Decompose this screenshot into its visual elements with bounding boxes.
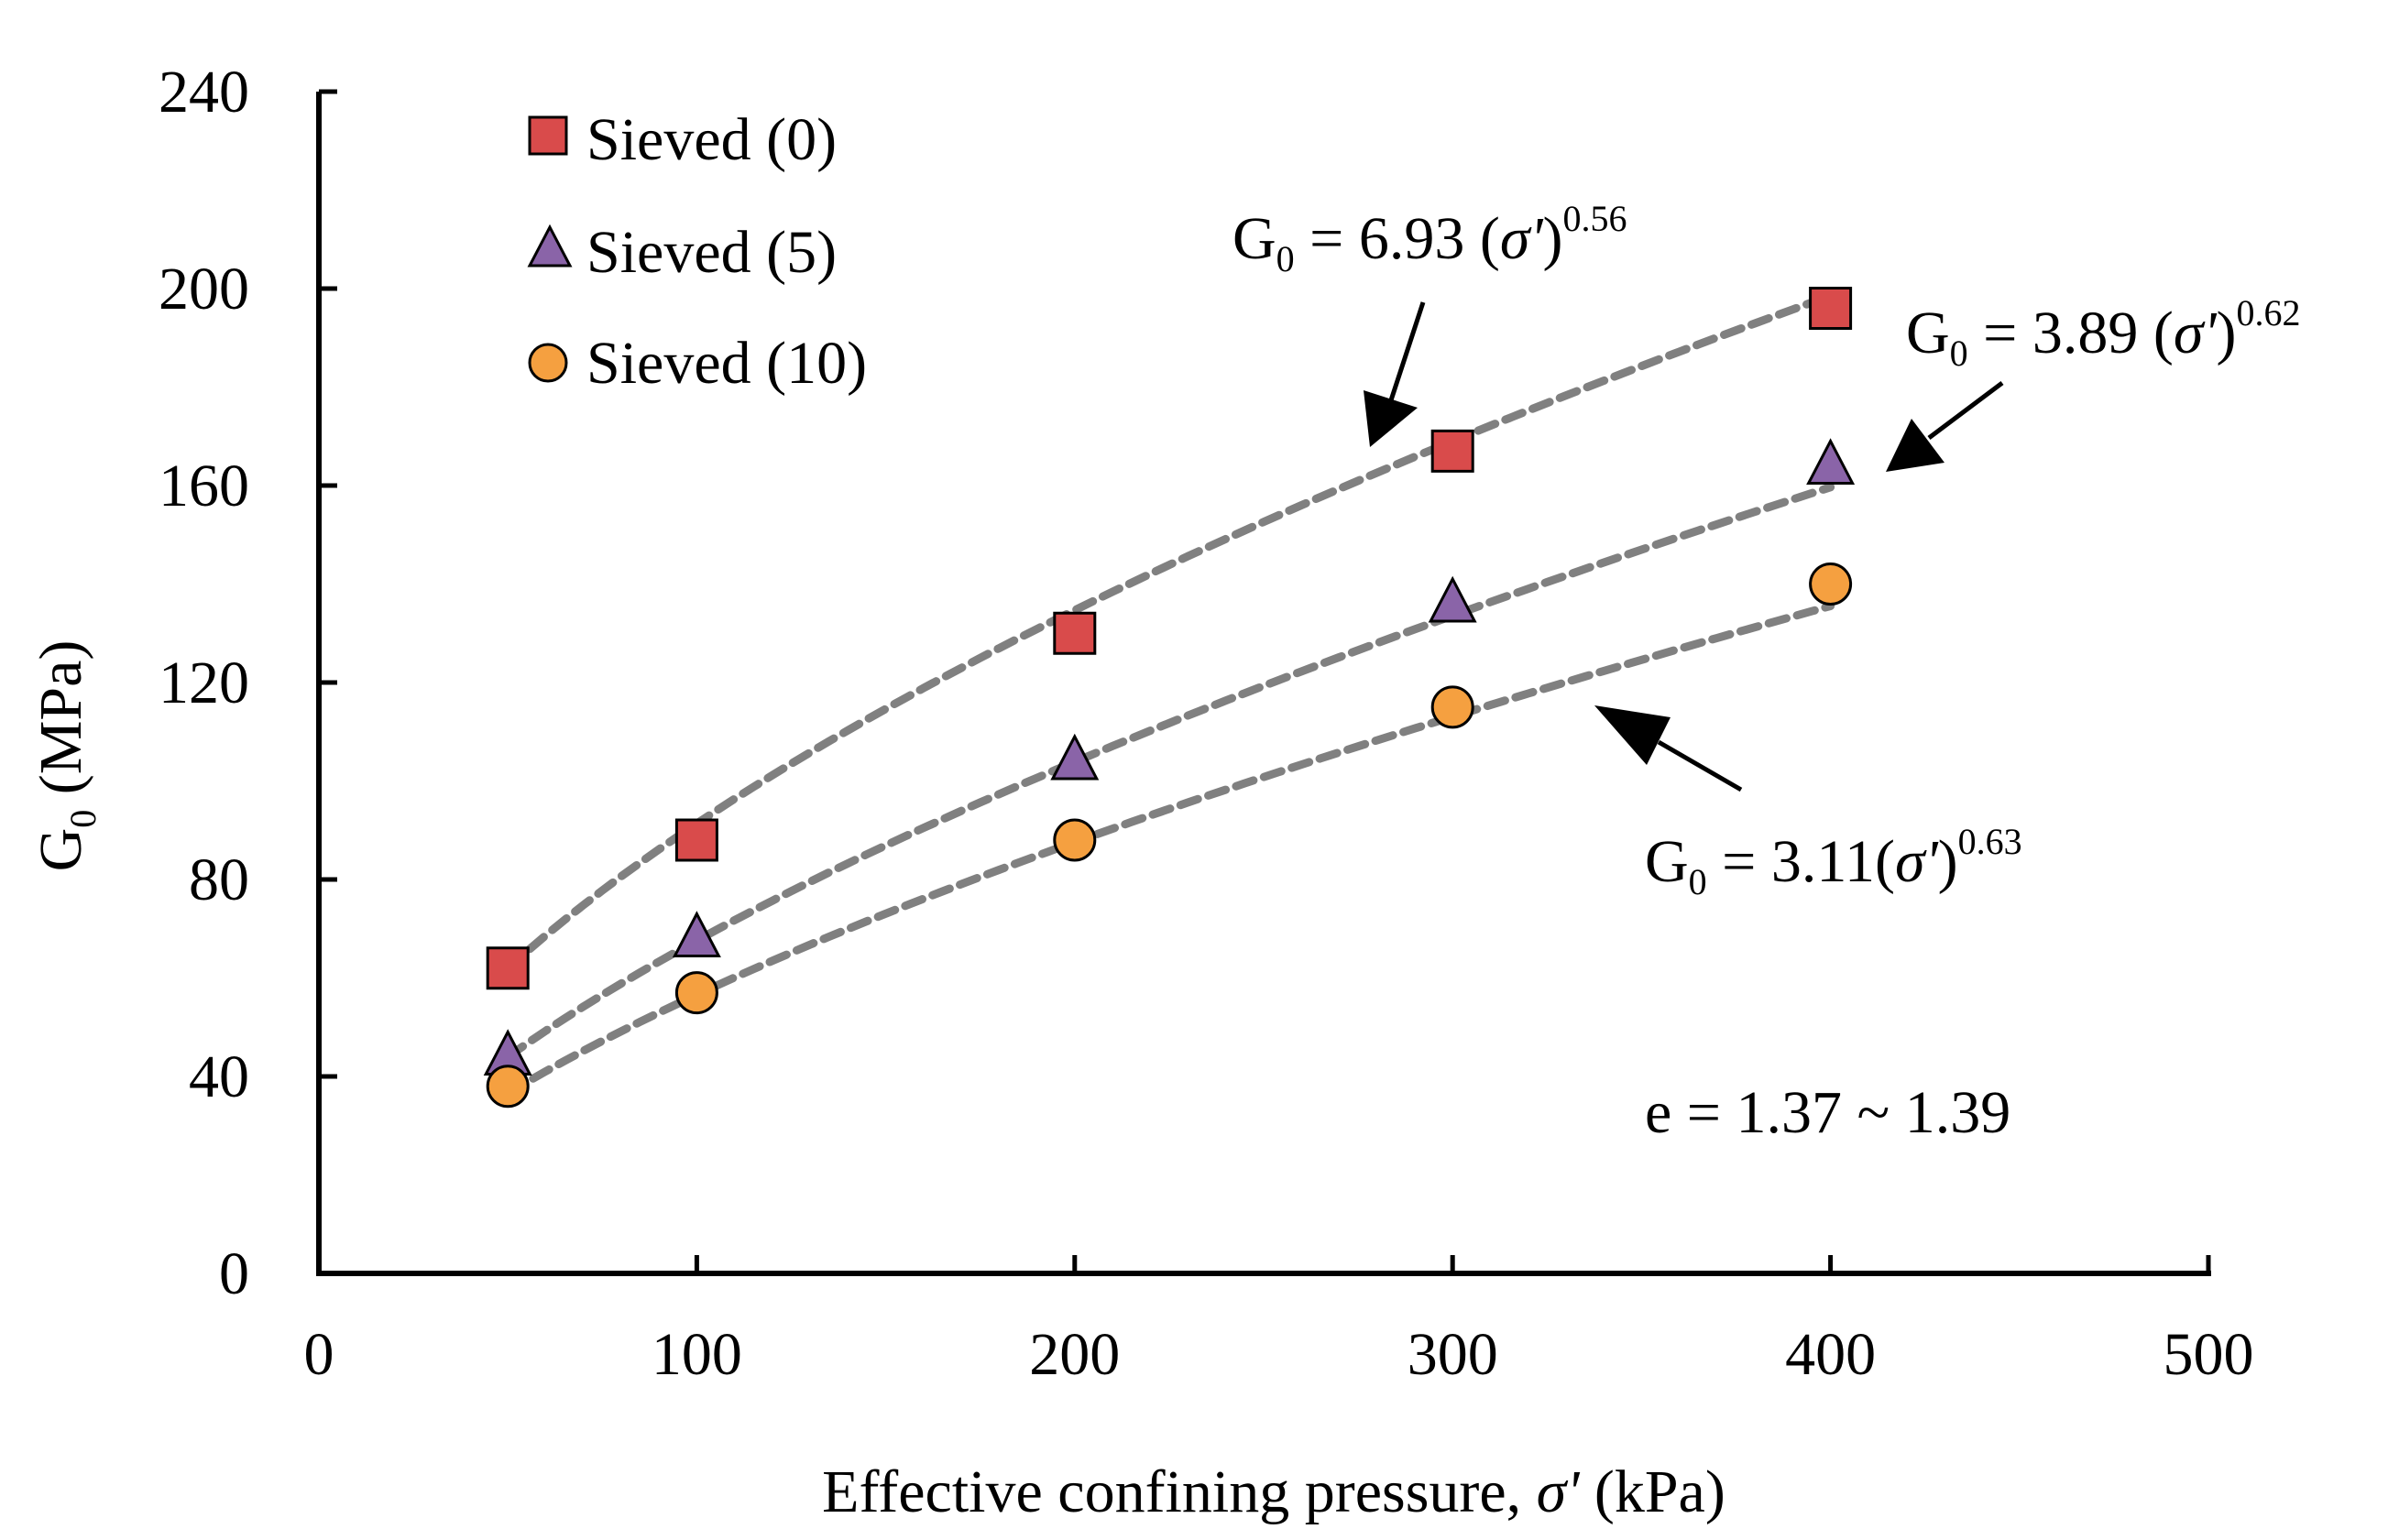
y-tick-label: 40	[189, 1043, 249, 1110]
y-axis-title: G0 (MPa)	[27, 640, 104, 872]
data-point-series-0	[1053, 611, 1097, 655]
y-tick-label: 240	[159, 59, 249, 126]
arrow-line-sieved-5	[1927, 381, 2004, 440]
x-tick-label: 400	[1785, 1321, 1876, 1388]
legend-label-sieved-10: Sieved (10)	[586, 330, 867, 397]
arrow-line-sieved-0	[1387, 301, 1426, 404]
data-point-series-0	[1809, 287, 1853, 330]
y-tick-label: 200	[159, 256, 249, 322]
data-point-series-0	[674, 818, 718, 862]
y-ticks: 0 40 80 120 160 200 240	[159, 59, 337, 1307]
y-tick-label: 160	[159, 453, 249, 519]
equation-sieved-5: G0 = 3.89 (σ')0.62	[1906, 292, 2301, 374]
legend: Sieved (0) Sieved (5) Sieved (10)	[527, 106, 867, 397]
annotation-arrows	[1364, 301, 2004, 792]
x-tick-label: 500	[2163, 1321, 2254, 1388]
y-tick-label: 80	[189, 846, 249, 913]
fit-line-series-2	[503, 602, 1835, 1098]
arrow-head-sieved-0	[1364, 390, 1418, 447]
void-ratio-label: e = 1.37 ~ 1.39	[1645, 1079, 2010, 1146]
legend-marker-square	[528, 115, 568, 156]
data-point-series-1	[672, 911, 721, 957]
x-axis-title: Effective confining pressure, σ' (kPa)	[822, 1458, 1725, 1525]
data-point-series-1	[1806, 438, 1856, 485]
x-tick-label: 200	[1029, 1321, 1120, 1388]
arrow-head-sieved-5	[1886, 419, 1944, 472]
arrow-head-sieved-10	[1594, 705, 1671, 765]
fit-line-series-1	[503, 483, 1835, 1062]
data-point-series-0	[1430, 429, 1474, 473]
legend-marker-triangle	[527, 224, 573, 268]
data-point-series-2	[1053, 818, 1097, 862]
equation-sieved-10: G0 = 3.11(σ')0.63	[1645, 821, 2022, 902]
x-tick-label: 0	[304, 1321, 334, 1388]
x-tick-label: 100	[652, 1321, 742, 1388]
legend-marker-circle	[528, 343, 568, 383]
data-point-series-1	[1428, 575, 1477, 623]
data-point-series-2	[674, 971, 718, 1015]
data-point-series-1	[1050, 733, 1100, 781]
data-point-series-2	[1809, 562, 1853, 606]
fit-lines	[503, 291, 1835, 1098]
data-point-series-2	[486, 1065, 530, 1109]
y-tick-label: 0	[219, 1240, 249, 1307]
arrow-line-sieved-10	[1657, 739, 1743, 792]
legend-label-sieved-0: Sieved (0)	[586, 106, 837, 173]
data-markers	[483, 287, 1856, 1109]
data-point-series-2	[1430, 685, 1474, 729]
legend-label-sieved-5: Sieved (5)	[586, 219, 837, 286]
data-point-series-0	[486, 946, 530, 990]
fit-line-series-0	[503, 291, 1835, 973]
equation-sieved-0: G0 = 6.93 (σ')0.56	[1232, 198, 1627, 279]
y-tick-label: 120	[159, 650, 249, 716]
x-ticks: 0 100 200 300 400 500	[304, 1255, 2254, 1388]
x-tick-label: 300	[1408, 1321, 1498, 1388]
